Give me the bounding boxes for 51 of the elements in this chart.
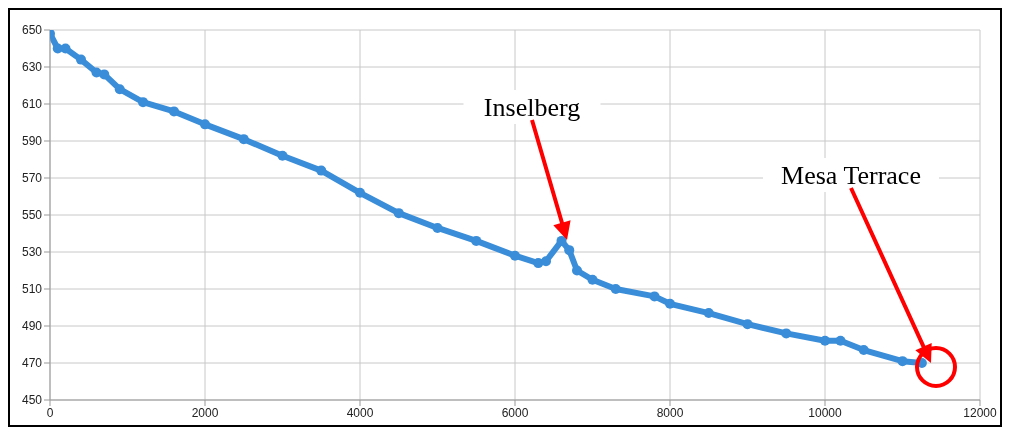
point xyxy=(533,258,544,269)
point xyxy=(541,256,551,267)
point xyxy=(858,345,869,356)
annotation: Mesa Terrace xyxy=(781,161,921,190)
point xyxy=(99,69,110,80)
y-tick-label: 450 xyxy=(21,393,43,408)
point xyxy=(610,284,621,294)
point xyxy=(781,328,792,339)
point xyxy=(665,298,675,309)
point xyxy=(316,165,327,176)
annotation: Inselberg xyxy=(483,93,581,122)
point xyxy=(114,84,125,95)
point xyxy=(138,97,148,108)
y-tick-label: 530 xyxy=(21,245,43,260)
y-tick-label: 590 xyxy=(21,134,43,149)
y-tick-label: 470 xyxy=(21,356,43,371)
point xyxy=(835,335,846,346)
x-tick-label: 2000 xyxy=(191,405,219,420)
point xyxy=(471,235,482,246)
x-tick-label: 0 xyxy=(46,405,54,420)
point xyxy=(820,335,830,346)
y-tick-label: 630 xyxy=(21,60,43,75)
point xyxy=(742,319,753,330)
point xyxy=(587,274,598,285)
y-tick-label: 610 xyxy=(21,97,43,112)
point xyxy=(200,119,210,130)
point xyxy=(169,106,179,117)
point xyxy=(510,250,520,261)
y-tick-label: 570 xyxy=(21,171,43,186)
y-tick-label: 550 xyxy=(21,208,43,223)
x-tick-label: 8000 xyxy=(656,405,684,420)
point xyxy=(393,208,404,219)
y-tick-label: 490 xyxy=(21,319,43,334)
point xyxy=(703,308,714,319)
x-tick-label: 6000 xyxy=(501,405,529,420)
x-tick-label: 12000 xyxy=(963,405,998,420)
point xyxy=(572,265,582,276)
point xyxy=(897,356,908,367)
point xyxy=(355,187,365,198)
y-tick-label: 650 xyxy=(21,23,43,38)
point xyxy=(564,245,575,256)
y-tick-label: 510 xyxy=(21,282,43,297)
point xyxy=(60,43,71,54)
point xyxy=(76,54,86,65)
point xyxy=(277,150,288,161)
point xyxy=(432,222,443,233)
x-tick-label: 10000 xyxy=(808,405,843,420)
point xyxy=(238,134,249,145)
point xyxy=(649,291,660,302)
point xyxy=(556,235,567,246)
x-tick-label: 4000 xyxy=(346,405,374,420)
